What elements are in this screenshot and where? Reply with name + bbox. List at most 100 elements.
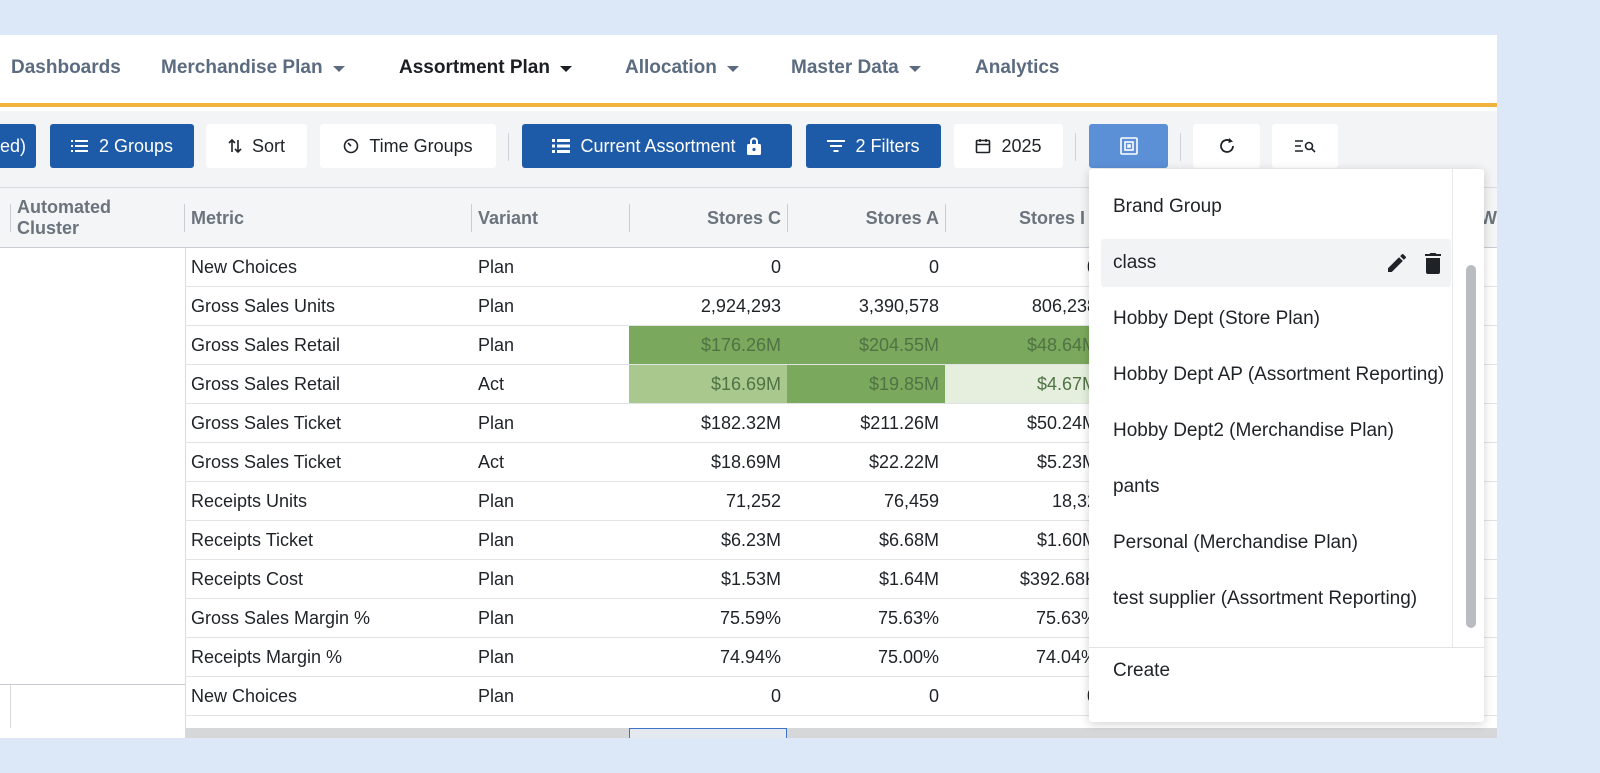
cell-variant[interactable]: Plan xyxy=(478,413,515,433)
cell-stores-b[interactable]: $1.60M xyxy=(1036,530,1097,550)
cell-metric[interactable]: Receipts Cost xyxy=(191,569,304,589)
cell-stores-c[interactable]: $176.26M xyxy=(629,326,787,365)
selected-cell[interactable] xyxy=(629,728,787,738)
cell-metric[interactable]: Gross Sales Retail xyxy=(191,374,341,394)
cell-stores-c[interactable]: $16.69M xyxy=(629,365,787,404)
cell-stores-a[interactable]: 75.00% xyxy=(877,647,939,667)
cell-stores-a[interactable]: 3,390,578 xyxy=(858,296,939,316)
cell-stores-a[interactable]: 76,459 xyxy=(883,491,939,511)
cell-stores-c[interactable]: $18.69M xyxy=(710,452,781,472)
nav-allocation[interactable]: Allocation xyxy=(625,57,739,79)
cell-stores-a[interactable]: $6.68M xyxy=(878,530,939,550)
nav-merchandise-plan[interactable]: Merchandise Plan xyxy=(161,57,345,79)
dropdown-item[interactable]: test supplier (Assortment Reporting) xyxy=(1101,575,1451,623)
dropdown-item[interactable]: Brand Group xyxy=(1101,183,1451,231)
cell-stores-c[interactable]: 75.59% xyxy=(719,608,781,628)
year-button[interactable]: 2025 xyxy=(954,124,1063,168)
cell-variant[interactable]: Act xyxy=(478,452,505,472)
cell-metric[interactable]: New Choices xyxy=(191,686,298,706)
nav-master-data[interactable]: Master Data xyxy=(791,57,921,79)
dropdown-item[interactable]: Personal (Merchandise Plan) xyxy=(1101,519,1451,567)
cell-stores-b[interactable]: 74.04% xyxy=(1035,647,1097,667)
cell-stores-b[interactable]: $50.24M xyxy=(1026,413,1097,433)
cell-metric[interactable]: Receipts Ticket xyxy=(191,530,314,550)
sort-button[interactable]: Sort xyxy=(206,124,307,168)
header-variant[interactable]: Variant xyxy=(478,188,538,248)
pencil-icon[interactable] xyxy=(1385,251,1409,275)
group-manager-button[interactable] xyxy=(1089,124,1168,168)
cell-variant[interactable]: Plan xyxy=(478,686,515,706)
create-group-button[interactable]: Create xyxy=(1113,660,1170,682)
cell-stores-c[interactable]: 71,252 xyxy=(725,491,781,511)
dropdown-item[interactable]: Hobby Dept2 (Merchandise Plan) xyxy=(1101,407,1451,455)
filters-button[interactable]: 2 Filters xyxy=(806,124,941,168)
cell-metric[interactable]: Gross Sales Ticket xyxy=(191,452,342,472)
cell-stores-a[interactable]: $22.22M xyxy=(868,452,939,472)
header-stores-b[interactable]: Stores I xyxy=(945,188,1085,248)
cell-stores-a[interactable]: $1.64M xyxy=(878,569,939,589)
cell-stores-b[interactable]: 0 xyxy=(945,677,1103,716)
cell-metric[interactable]: Gross Sales Retail xyxy=(191,335,341,355)
cell-stores-b[interactable]: $5.23M xyxy=(1036,452,1097,472)
nav-analytics[interactable]: Analytics xyxy=(975,57,1059,79)
nav-dashboards[interactable]: Dashboards xyxy=(11,57,121,79)
cell-stores-c[interactable]: $182.32M xyxy=(700,413,781,433)
refresh-button[interactable] xyxy=(1193,124,1260,168)
cell-metric[interactable]: New Choices xyxy=(191,257,298,277)
cell-metric[interactable]: Receipts Units xyxy=(191,491,308,511)
dropdown-item[interactable]: class xyxy=(1101,239,1451,287)
dropdown-item[interactable]: Hobby Dept AP (Assortment Reporting) xyxy=(1101,351,1451,399)
scrollbar-thumb[interactable] xyxy=(1466,265,1476,628)
cell-metric[interactable]: Gross Sales Ticket xyxy=(191,413,342,433)
cell-stores-b[interactable]: 806,238 xyxy=(1031,296,1097,316)
cell-stores-c[interactable]: 2,924,293 xyxy=(700,296,781,316)
cell-stores-a[interactable]: $204.55M xyxy=(787,326,945,365)
header-automated-cluster[interactable]: Automated Cluster xyxy=(17,188,111,248)
cell-stores-a[interactable]: 0 xyxy=(928,257,939,277)
cell-stores-a[interactable]: 0 xyxy=(928,686,939,706)
time-groups-button-label: Time Groups xyxy=(369,135,473,156)
cell-stores-c[interactable]: 0 xyxy=(770,686,781,706)
cell-metric[interactable]: Gross Sales Margin % xyxy=(191,608,371,628)
group-select-icon xyxy=(1119,137,1138,155)
table-row: Receipts Cost Plan $1.53M $1.64M $392.68K xyxy=(0,560,1497,599)
cell-variant[interactable]: Plan xyxy=(478,569,515,589)
cell-stores-c[interactable]: $1.53M xyxy=(720,569,781,589)
cell-stores-a[interactable]: $211.26M xyxy=(860,413,939,433)
cell-stores-b[interactable]: $392.68K xyxy=(1019,569,1097,589)
cell-stores-b[interactable]: 18,32 xyxy=(1051,491,1097,511)
nav-allocation-label: Allocation xyxy=(625,57,717,78)
cell-variant[interactable]: Plan xyxy=(478,335,515,355)
groups-button[interactable]: 2 Groups xyxy=(50,124,194,168)
cell-stores-b[interactable]: 0 xyxy=(945,248,1103,287)
current-assortment-button[interactable]: Current Assortment xyxy=(522,124,792,168)
cell-stores-c[interactable]: $6.23M xyxy=(720,530,781,550)
header-metric[interactable]: Metric xyxy=(191,188,244,248)
cell-stores-b[interactable]: $48.64M xyxy=(945,326,1103,365)
cell-stores-a[interactable]: $19.85M xyxy=(787,365,945,404)
partial-button[interactable]: ed) xyxy=(0,124,36,168)
cell-variant[interactable]: Plan xyxy=(478,530,515,550)
cell-variant[interactable]: Plan xyxy=(478,647,515,667)
cell-stores-c[interactable]: 74.94% xyxy=(719,647,781,667)
header-stores-a[interactable]: Stores A xyxy=(787,188,939,248)
dropdown-item[interactable]: Hobby Dept (Store Plan) xyxy=(1101,295,1451,343)
cell-metric[interactable]: Gross Sales Units xyxy=(191,296,336,316)
cell-variant[interactable]: Plan xyxy=(478,257,515,277)
cell-variant[interactable]: Act xyxy=(478,374,505,394)
cell-stores-b[interactable]: $4.67M xyxy=(945,365,1103,404)
cell-stores-b[interactable]: 75.63% xyxy=(1035,608,1097,628)
nav-assortment-plan[interactable]: Assortment Plan xyxy=(399,57,572,79)
cell-stores-c[interactable]: 0 xyxy=(770,257,781,277)
cell-metric[interactable]: Receipts Margin % xyxy=(191,647,343,667)
cell-variant[interactable]: Plan xyxy=(478,296,515,316)
dropdown-item[interactable]: pants xyxy=(1101,463,1451,511)
cell-variant[interactable]: Plan xyxy=(478,491,515,511)
search-columns-button[interactable] xyxy=(1272,124,1338,168)
cell-variant[interactable]: Plan xyxy=(478,608,515,628)
header-stores-c[interactable]: Stores C xyxy=(629,188,781,248)
horizontal-scrollbar[interactable] xyxy=(185,728,1497,738)
time-groups-button[interactable]: Time Groups xyxy=(320,124,496,168)
cell-stores-a[interactable]: 75.63% xyxy=(877,608,939,628)
trash-icon[interactable] xyxy=(1423,251,1443,275)
